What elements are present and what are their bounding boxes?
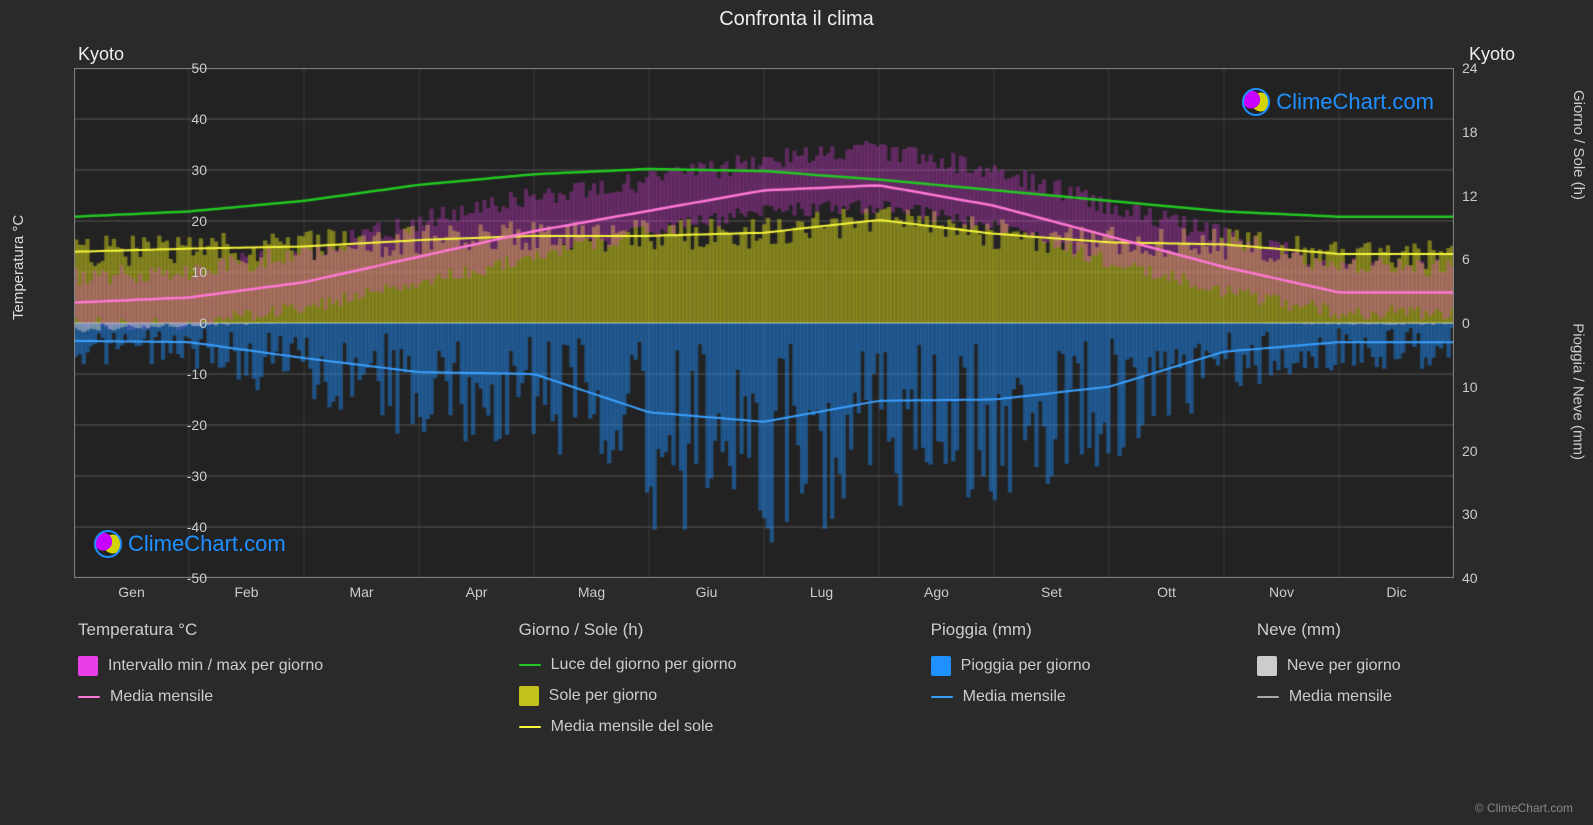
legend-swatch-line <box>931 696 953 699</box>
x-tick-label: Ott <box>1157 584 1176 600</box>
y-right-tick: 40 <box>1462 570 1478 586</box>
legend-swatch-box <box>519 686 539 706</box>
legend-item: Luce del giorno per giorno <box>519 656 891 674</box>
y-left-tick: -50 <box>7 570 207 586</box>
legend-label: Media mensile <box>1289 688 1392 706</box>
x-tick-label: Mar <box>349 584 373 600</box>
climate-chart: Confronta il clima Kyoto Kyoto Temperatu… <box>0 0 1593 825</box>
y-right-tick: 12 <box>1462 188 1478 204</box>
legend-item: Sole per giorno <box>519 686 891 706</box>
legend-item: Pioggia per giorno <box>931 656 1217 676</box>
x-tick-label: Feb <box>234 584 258 600</box>
y-right-tick: 10 <box>1462 379 1478 395</box>
legend-col-snow: Neve (mm) Neve per giorno Media mensile <box>1257 620 1543 736</box>
y-left-tick: -40 <box>7 519 207 535</box>
y-left-tick: -20 <box>7 417 207 433</box>
x-tick-label: Lug <box>810 584 833 600</box>
plot-area: ClimeChart.com ClimeChart.com <box>74 68 1454 578</box>
y-right-tick: 24 <box>1462 60 1478 76</box>
y-left-tick: 30 <box>7 162 207 178</box>
legend-header: Temperatura °C <box>78 620 479 640</box>
legend-label: Intervallo min / max per giorno <box>108 657 323 675</box>
y-right-tick: 0 <box>1462 315 1470 331</box>
y-left-tick: 20 <box>7 213 207 229</box>
legend-item: Media mensile del sole <box>519 718 891 736</box>
legend-item: Neve per giorno <box>1257 656 1543 676</box>
x-tick-label: Ago <box>924 584 949 600</box>
y-axis-right-bottom-label: Pioggia / Neve (mm) <box>1570 323 1587 460</box>
chart-title: Confronta il clima <box>0 8 1593 31</box>
climechart-logo-icon <box>1242 88 1270 116</box>
legend-swatch-line <box>1257 696 1279 699</box>
legend-label: Neve per giorno <box>1287 657 1401 675</box>
legend-header: Neve (mm) <box>1257 620 1543 640</box>
y-right-tick: 18 <box>1462 124 1478 140</box>
y-left-tick: 10 <box>7 264 207 280</box>
y-left-tick: 0 <box>7 315 207 331</box>
legend-item: Media mensile <box>78 688 479 706</box>
legend-col-daysun: Giorno / Sole (h) Luce del giorno per gio… <box>519 620 891 736</box>
legend-swatch-line <box>78 696 100 699</box>
y-left-tick: -30 <box>7 468 207 484</box>
legend-header: Pioggia (mm) <box>931 620 1217 640</box>
legend-label: Media mensile <box>110 688 213 706</box>
x-tick-label: Set <box>1041 584 1062 600</box>
legend-label: Media mensile <box>963 688 1066 706</box>
legend-label: Media mensile del sole <box>551 718 714 736</box>
legend-swatch-box <box>931 656 951 676</box>
legend-label: Luce del giorno per giorno <box>551 656 737 674</box>
x-tick-label: Nov <box>1269 584 1294 600</box>
y-left-tick: 50 <box>7 60 207 76</box>
legend-label: Pioggia per giorno <box>961 657 1091 675</box>
legend-col-temp: Temperatura °C Intervallo min / max per g… <box>78 620 479 736</box>
x-tick-label: Gen <box>118 584 144 600</box>
legend-item: Media mensile <box>931 688 1217 706</box>
y-left-tick: -10 <box>7 366 207 382</box>
x-tick-label: Mag <box>578 584 605 600</box>
footer-copyright: © ClimeChart.com <box>1475 801 1573 815</box>
y-right-tick: 20 <box>1462 443 1478 459</box>
legend-col-rain: Pioggia (mm) Pioggia per giorno Media mens… <box>931 620 1217 736</box>
legend-item: Intervallo min / max per giorno <box>78 656 479 676</box>
legend-label: Sole per giorno <box>549 687 658 705</box>
x-tick-label: Dic <box>1386 584 1406 600</box>
y-right-tick: 6 <box>1462 251 1470 267</box>
watermark-top: ClimeChart.com <box>1242 88 1434 116</box>
legend-swatch-box <box>1257 656 1277 676</box>
legend-swatch-box <box>78 656 98 676</box>
y-right-tick: 30 <box>1462 506 1478 522</box>
legend-swatch-line <box>519 726 541 729</box>
x-tick-label: Apr <box>466 584 488 600</box>
plot-canvas <box>74 68 1454 578</box>
x-tick-label: Giu <box>696 584 718 600</box>
legend-swatch-line <box>519 664 541 667</box>
watermark-text: ClimeChart.com <box>1276 89 1434 115</box>
legend-item: Media mensile <box>1257 688 1543 706</box>
y-left-tick: 40 <box>7 111 207 127</box>
legend: Temperatura °C Intervallo min / max per g… <box>78 620 1543 736</box>
legend-header: Giorno / Sole (h) <box>519 620 891 640</box>
y-axis-right-top-label: Giorno / Sole (h) <box>1570 90 1587 200</box>
